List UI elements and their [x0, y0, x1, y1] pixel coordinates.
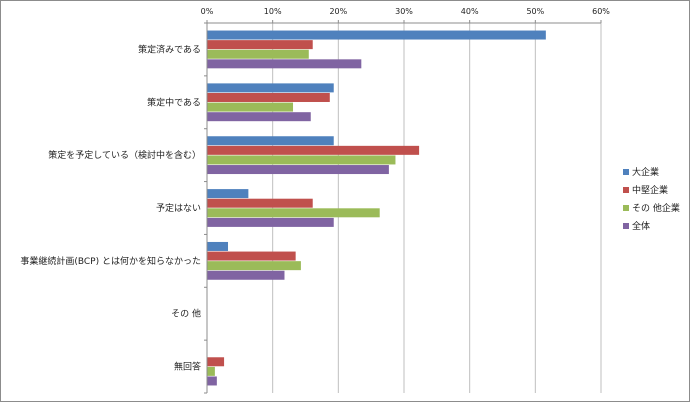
legend-swatch — [623, 169, 629, 175]
bar — [207, 251, 296, 261]
category-label: 策定済みである — [138, 43, 201, 55]
legend-label: その 他企業 — [632, 202, 680, 214]
legend-label: 大企業 — [632, 166, 659, 178]
bar — [207, 40, 313, 50]
x-tick-label: 40% — [461, 7, 479, 16]
bar — [207, 59, 362, 69]
bar — [207, 217, 334, 227]
x-tick-label: 0% — [201, 7, 214, 16]
category-label: その 他 — [171, 308, 201, 320]
bar — [207, 208, 380, 218]
bar — [207, 357, 225, 367]
bar — [207, 270, 285, 280]
bar — [207, 261, 301, 271]
bar — [207, 30, 546, 40]
legend-swatch — [623, 187, 629, 193]
legend-label: 中堅企業 — [632, 184, 668, 196]
bar — [207, 366, 215, 376]
bar — [207, 165, 389, 175]
bar — [207, 376, 217, 386]
category-label: 策定中である — [147, 96, 201, 108]
x-tick-label: 60% — [592, 7, 610, 16]
x-tick-label: 30% — [395, 7, 413, 16]
bar — [207, 198, 313, 208]
legend-swatch — [623, 205, 629, 211]
bar — [207, 136, 334, 146]
bar — [207, 49, 309, 59]
bar — [207, 155, 396, 165]
legend-swatch — [623, 223, 629, 229]
bar — [207, 112, 311, 122]
bar — [207, 145, 420, 155]
x-tick-label: 20% — [329, 7, 347, 16]
axis-line — [204, 20, 601, 394]
category-label: 事業継続計画(BCP) とは何かを知らなかった — [20, 255, 201, 267]
category-label: 策定を予定している（検討中を含む） — [48, 149, 201, 161]
x-tick-label: 50% — [526, 7, 544, 16]
x-axis-tick-labels: 0% 10% 20% 30% 40% 50% 60% — [201, 7, 611, 16]
bar — [207, 189, 249, 199]
bar — [207, 92, 330, 102]
x-tick-label: 10% — [264, 7, 282, 16]
bar — [207, 83, 334, 93]
category-label: 無回答 — [174, 361, 201, 373]
bar — [207, 241, 229, 251]
legend-label: 全体 — [632, 220, 650, 232]
bar — [207, 102, 294, 112]
category-label: 予定はない — [156, 202, 201, 214]
bars — [207, 30, 546, 386]
